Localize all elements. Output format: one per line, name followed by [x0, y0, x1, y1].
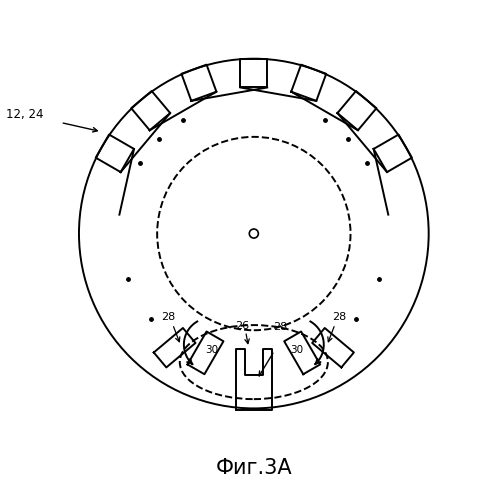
- Text: 12, 24: 12, 24: [6, 108, 44, 120]
- Text: 28: 28: [161, 312, 176, 322]
- Text: Фиг.3А: Фиг.3А: [216, 458, 292, 478]
- Text: 28: 28: [332, 312, 346, 322]
- Text: 26: 26: [235, 321, 249, 331]
- Text: 28: 28: [273, 322, 288, 332]
- Text: 30: 30: [290, 345, 303, 355]
- Text: 30: 30: [205, 345, 218, 355]
